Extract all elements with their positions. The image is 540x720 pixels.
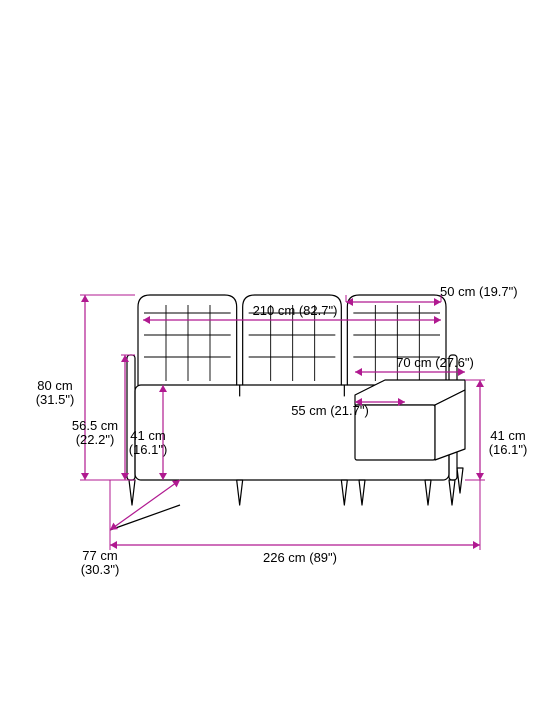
svg-text:56.5 cm(22.2"): 56.5 cm(22.2")	[72, 418, 118, 447]
svg-text:226 cm (89"): 226 cm (89")	[263, 550, 337, 565]
svg-text:41 cm(16.1"): 41 cm(16.1")	[489, 428, 528, 457]
svg-text:55 cm (21.7"): 55 cm (21.7")	[291, 403, 369, 418]
svg-text:80 cm(31.5"): 80 cm(31.5")	[36, 378, 75, 407]
svg-text:77 cm(30.3"): 77 cm(30.3")	[81, 548, 120, 577]
svg-text:210 cm (82.7"): 210 cm (82.7")	[253, 303, 338, 318]
svg-text:41 cm(16.1"): 41 cm(16.1")	[129, 428, 168, 457]
svg-text:70 cm (27.6"): 70 cm (27.6")	[396, 355, 474, 370]
svg-text:50 cm (19.7"): 50 cm (19.7")	[440, 284, 518, 299]
